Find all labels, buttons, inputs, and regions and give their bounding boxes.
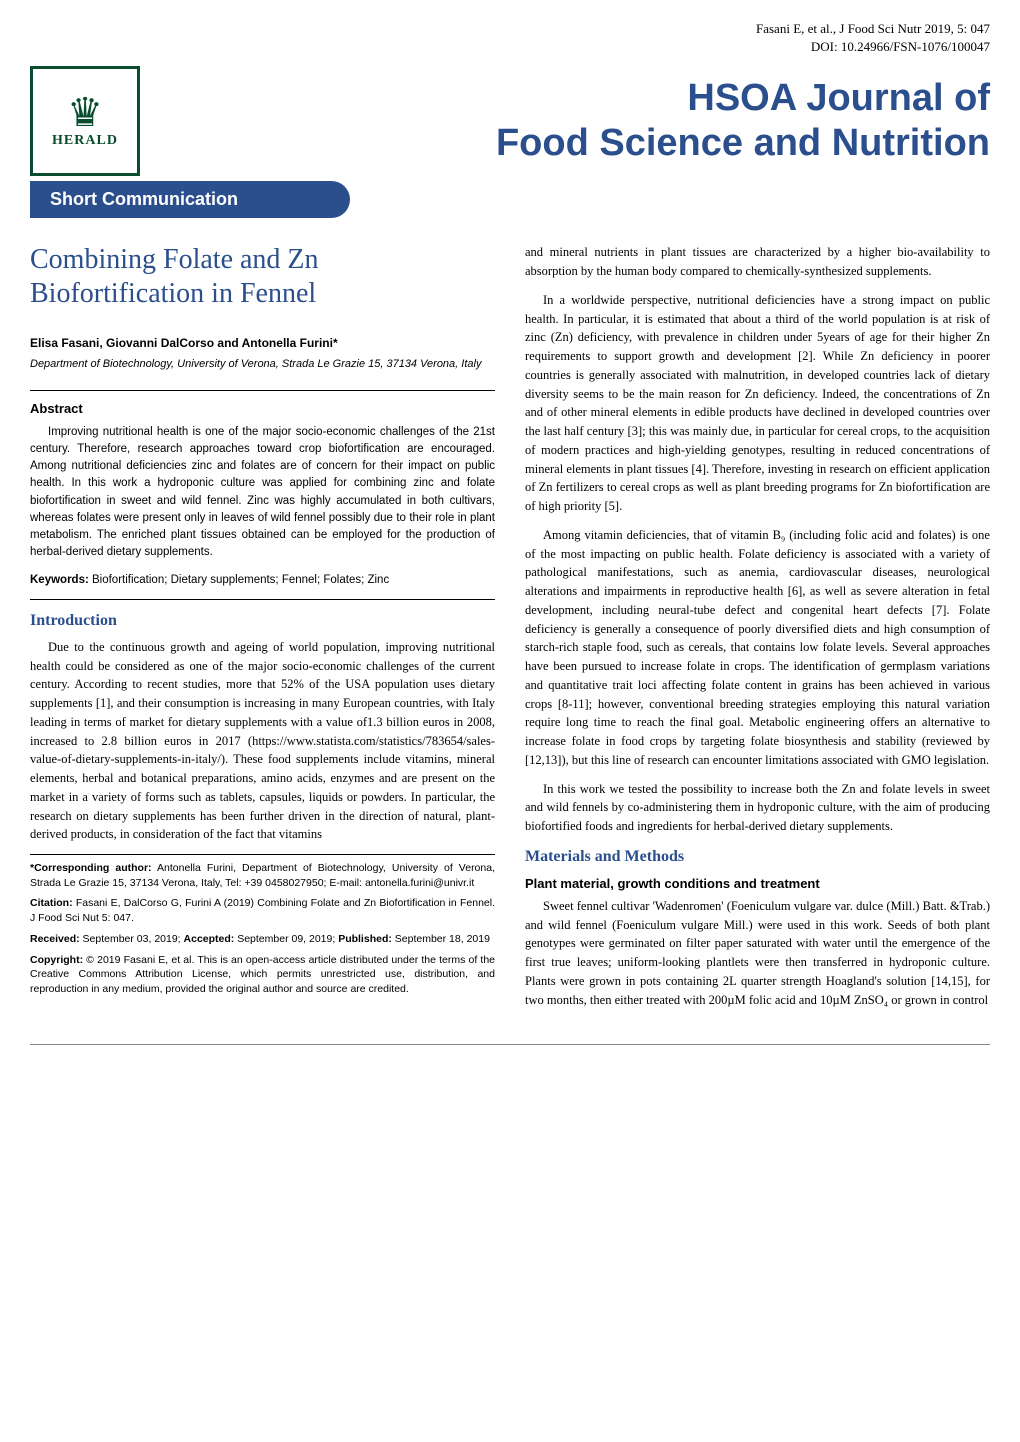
top-meta: Fasani E, et al., J Food Sci Nutr 2019, … — [30, 20, 990, 56]
introduction-heading: Introduction — [30, 612, 495, 630]
left-column: Combining Folate and Zn Biofortification… — [30, 243, 495, 1019]
accepted-label: Accepted: — [184, 933, 235, 945]
published-label: Published: — [338, 933, 392, 945]
main-content: Combining Folate and Zn Biofortification… — [0, 218, 1020, 1044]
right-paragraph-4: In this work we tested the possibility t… — [525, 780, 990, 836]
authors: Elisa Fasani, Giovanni DalCorso and Anto… — [30, 336, 495, 350]
copyright-text: © 2019 Fasani E, et al. This is an open-… — [30, 954, 495, 995]
right-paragraph-3: Among vitamin deficiencies, that of vita… — [525, 526, 990, 770]
logo-journal-row: ♛ HERALD HSOA Journal of Food Science an… — [30, 66, 990, 176]
published-text: September 18, 2019 — [392, 933, 490, 945]
copyright-label: Copyright: — [30, 954, 83, 966]
herald-logo: ♛ HERALD — [30, 66, 140, 176]
methods-paragraph-1: Sweet fennel cultivar 'Wadenromen' (Foen… — [525, 897, 990, 1010]
abstract-heading: Abstract — [30, 390, 495, 416]
methods-heading: Materials and Methods — [525, 848, 990, 866]
citation-label: Citation: — [30, 897, 73, 909]
right-paragraph-2: In a worldwide perspective, nutritional … — [525, 291, 990, 516]
copyright-footer: Copyright: © 2019 Fasani E, et al. This … — [30, 953, 495, 997]
citation-footer: Citation: Fasani E, DalCorso G, Furini A… — [30, 896, 495, 925]
dates-footer: Received: September 03, 2019; Accepted: … — [30, 932, 495, 947]
received-label: Received: — [30, 933, 80, 945]
page-footer-line — [30, 1044, 990, 1064]
received-text: September 03, 2019; — [80, 933, 184, 945]
journal-title-line1: HSOA Journal of — [160, 76, 990, 122]
journal-title-line2: Food Science and Nutrition — [160, 121, 990, 167]
citation-line: Fasani E, et al., J Food Sci Nutr 2019, … — [30, 20, 990, 38]
methods-subheading-1: Plant material, growth conditions and tr… — [525, 876, 990, 891]
herald-logo-text: HERALD — [52, 133, 118, 149]
intro-paragraph-1: Due to the continuous growth and ageing … — [30, 638, 495, 844]
keywords-label: Keywords: — [30, 574, 89, 586]
herald-crown-icon: ♛ — [67, 93, 103, 133]
corresponding-label: *Corresponding author: — [30, 862, 152, 874]
right-paragraph-1: and mineral nutrients in plant tissues a… — [525, 243, 990, 281]
citation-text: Fasani E, DalCorso G, Furini A (2019) Co… — [30, 897, 495, 924]
article-title: Combining Folate and Zn Biofortification… — [30, 243, 495, 310]
abstract-text: Improving nutritional health is one of t… — [30, 424, 495, 562]
accepted-text: September 09, 2019; — [234, 933, 338, 945]
affiliation: Department of Biotechnology, University … — [30, 358, 495, 370]
doi-line: DOI: 10.24966/FSN-1076/100047 — [30, 38, 990, 56]
journal-title: HSOA Journal of Food Science and Nutriti… — [160, 76, 990, 167]
corresponding-author: *Corresponding author: Antonella Furini,… — [30, 854, 495, 890]
keywords: Keywords: Biofortification; Dietary supp… — [30, 572, 495, 600]
right-column: and mineral nutrients in plant tissues a… — [525, 243, 990, 1019]
keywords-text: Biofortification; Dietary supplements; F… — [89, 574, 389, 586]
section-type-bar: Short Communication — [30, 181, 350, 218]
page-header: Fasani E, et al., J Food Sci Nutr 2019, … — [0, 0, 1020, 218]
